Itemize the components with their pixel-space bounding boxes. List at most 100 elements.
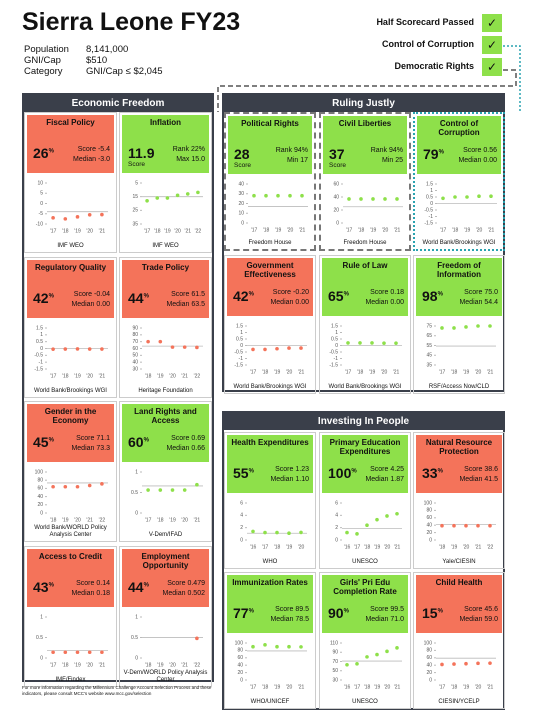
x-tick-label: '18 <box>62 373 69 379</box>
x-tick-label: '17 <box>250 684 257 690</box>
indicator-title: Regulatory Quality <box>34 262 107 272</box>
indicator-card: Primary Education Expenditures 100% Score … <box>319 432 411 569</box>
indicator-title: Fiscal Policy <box>46 118 95 127</box>
data-point <box>365 655 369 659</box>
score-box: Control of Corruption 79% Score 0.56 Median… <box>417 116 501 174</box>
big-value: 79 <box>423 146 439 162</box>
data-point <box>452 662 456 666</box>
x-tick-label: '20 <box>475 684 482 690</box>
source: World Bank/WORLD Policy Analysis Center <box>34 525 107 538</box>
indicator-title: Civil Liberties <box>338 119 392 128</box>
score-label: Median <box>270 299 294 306</box>
score-label: Median <box>73 156 96 163</box>
big-caption: Score <box>234 162 251 169</box>
x-tick-label: '20 <box>475 369 482 375</box>
score-box: Child Health 15% Score 45.6 Median 59.0 <box>416 575 502 633</box>
data-point <box>346 341 350 345</box>
source: IMF/Findex <box>55 676 86 683</box>
score-value: 61.5 <box>191 290 205 298</box>
score-line: Median 78.5 <box>270 616 309 623</box>
big-unit: % <box>343 291 349 298</box>
score-label: Median <box>270 616 294 623</box>
indicator-title: Natural Resource Protection <box>425 438 493 456</box>
score-value: 94% <box>293 147 308 154</box>
data-point <box>476 324 480 328</box>
x-tick-label: '17 <box>145 517 152 523</box>
big-value: 28 <box>234 146 250 162</box>
score-value: 0.14 <box>96 579 110 587</box>
indicator-card: Freedom of Information 98% Score 75.0 Media… <box>413 255 505 394</box>
x-tick-label: '21 <box>181 662 188 668</box>
x-tick-label: '18 <box>364 544 371 550</box>
x-tick-label: '19 <box>274 369 281 375</box>
data-point <box>100 212 104 217</box>
y-tick-label: 80 <box>426 648 432 654</box>
indicator-card: Government Effectiveness 42% Score -0.20 Me… <box>224 255 316 394</box>
data-point <box>100 346 104 351</box>
score-line: Score 0.14 <box>76 580 110 587</box>
check-label: Democratic Rights <box>394 61 474 71</box>
y-tick-label: 0 <box>40 655 43 661</box>
title: Sierra Leone FY23 <box>22 8 241 36</box>
x-tick-label: '18 <box>357 369 364 375</box>
big-value: 77 <box>233 605 249 621</box>
score-box: Civil Liberties 37 Score Rank 94% Min 25 <box>323 116 407 174</box>
data-point <box>87 212 92 217</box>
score-label: Rank <box>370 147 388 154</box>
x-tick-label: '19 <box>374 544 381 550</box>
y-tick-label: 100 <box>424 500 433 506</box>
x-tick-label: '20 <box>476 227 483 233</box>
y-tick-label: 80 <box>132 332 138 338</box>
percentile: 90% <box>328 605 349 621</box>
indicator-title: Access to Credit <box>38 551 103 561</box>
score-label: Median <box>365 616 389 623</box>
data-point <box>264 193 268 198</box>
indicator-title: Land Rights and Access <box>134 407 197 425</box>
score-box: Health Expenditures 55% Score 1.23 Median 1… <box>227 435 313 493</box>
x-tick-label: '22 <box>194 373 201 379</box>
fact-value: GNI/Cap ≤ $2,045 <box>86 66 163 77</box>
source: IMF WEO <box>57 243 84 249</box>
score-line: Median 0.502 <box>163 590 205 597</box>
score-line: Score 4.25 <box>370 466 404 473</box>
indicator-card: Child Health 15% Score 45.6 Median 59.0 100 8… <box>413 572 505 709</box>
y-tick-label: 0 <box>335 343 338 349</box>
score-value: 22% <box>190 146 205 153</box>
y-tick-label: 60 <box>426 515 432 521</box>
y-tick-label: 50 <box>132 352 138 358</box>
data-point <box>488 324 492 328</box>
x-tick-label: '20 <box>384 544 391 550</box>
score-value: 25 <box>395 157 403 164</box>
y-tick-label: 0 <box>429 677 432 683</box>
score-value: 1.87 <box>390 476 404 483</box>
big-unit: % <box>438 149 444 156</box>
source: WHO/UNICEF <box>250 699 290 705</box>
score-line: Score 0.479 <box>167 580 205 587</box>
score-line: Score 0.18 <box>370 289 404 296</box>
score-box: Land Rights and Access 60% Score 0.69 Media… <box>122 404 209 462</box>
y-tick-label: 0 <box>335 537 338 543</box>
footer-note: For more information regarding the Mille… <box>22 685 212 696</box>
y-tick-label: 100 <box>235 640 244 646</box>
x-tick-label: '19 <box>74 662 81 668</box>
data-point <box>464 325 468 329</box>
y-tick-label: 80 <box>426 508 432 514</box>
x-tick-label: '17 <box>345 369 352 375</box>
data-point <box>185 192 190 196</box>
x-tick-label: '17 <box>262 544 269 550</box>
y-tick-label: 90 <box>132 325 138 331</box>
data-point <box>345 530 349 535</box>
big-unit: % <box>48 581 54 588</box>
score-value: 41.5 <box>484 476 498 483</box>
score-line: Score 45.6 <box>464 606 498 613</box>
x-tick-label: '19 <box>463 684 470 690</box>
big-unit: % <box>143 581 149 588</box>
fact-label: Category <box>24 66 63 77</box>
big-value: 11.9 <box>128 145 155 161</box>
data-point <box>287 644 291 649</box>
percentile: 28 <box>234 146 250 162</box>
data-point <box>385 514 389 518</box>
indicator-card: Natural Resource Protection 33% Score 38.6… <box>413 432 505 569</box>
x-tick-label: '18 <box>439 544 446 550</box>
